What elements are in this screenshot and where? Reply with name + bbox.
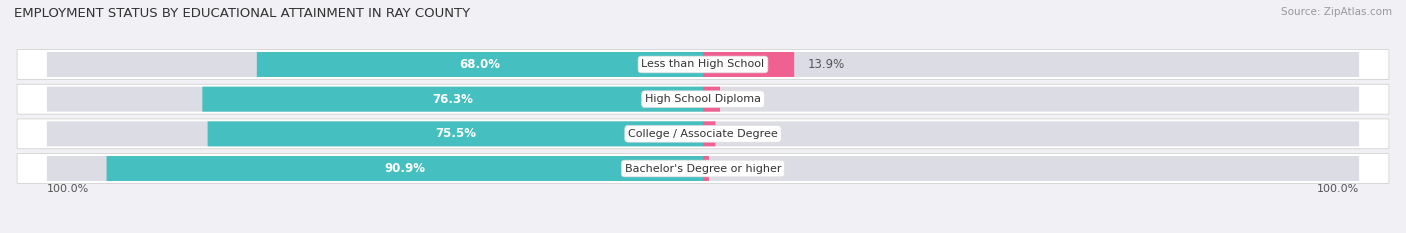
Text: EMPLOYMENT STATUS BY EDUCATIONAL ATTAINMENT IN RAY COUNTY: EMPLOYMENT STATUS BY EDUCATIONAL ATTAINM… [14, 7, 470, 20]
FancyBboxPatch shape [703, 87, 1360, 112]
FancyBboxPatch shape [17, 154, 1389, 183]
FancyBboxPatch shape [208, 121, 703, 146]
FancyBboxPatch shape [17, 84, 1389, 114]
Text: 100.0%: 100.0% [46, 184, 89, 194]
Text: 68.0%: 68.0% [460, 58, 501, 71]
FancyBboxPatch shape [46, 87, 703, 112]
FancyBboxPatch shape [107, 156, 703, 181]
Text: 0.9%: 0.9% [723, 162, 752, 175]
FancyBboxPatch shape [17, 119, 1389, 149]
FancyBboxPatch shape [46, 121, 703, 146]
FancyBboxPatch shape [703, 121, 716, 146]
Text: Less than High School: Less than High School [641, 59, 765, 69]
Text: 2.6%: 2.6% [733, 93, 763, 106]
FancyBboxPatch shape [257, 52, 703, 77]
FancyBboxPatch shape [703, 52, 794, 77]
FancyBboxPatch shape [703, 156, 709, 181]
Text: 76.3%: 76.3% [432, 93, 474, 106]
Text: College / Associate Degree: College / Associate Degree [628, 129, 778, 139]
Text: Source: ZipAtlas.com: Source: ZipAtlas.com [1281, 7, 1392, 17]
Text: 1.9%: 1.9% [728, 127, 758, 140]
FancyBboxPatch shape [703, 52, 1360, 77]
Text: 75.5%: 75.5% [434, 127, 475, 140]
Text: 13.9%: 13.9% [807, 58, 845, 71]
FancyBboxPatch shape [17, 50, 1389, 79]
Text: High School Diploma: High School Diploma [645, 94, 761, 104]
Text: Bachelor's Degree or higher: Bachelor's Degree or higher [624, 164, 782, 174]
FancyBboxPatch shape [703, 156, 1360, 181]
FancyBboxPatch shape [46, 156, 703, 181]
Text: 100.0%: 100.0% [1317, 184, 1360, 194]
Text: 90.9%: 90.9% [384, 162, 425, 175]
FancyBboxPatch shape [46, 52, 703, 77]
FancyBboxPatch shape [703, 87, 720, 112]
FancyBboxPatch shape [703, 121, 1360, 146]
FancyBboxPatch shape [202, 87, 703, 112]
